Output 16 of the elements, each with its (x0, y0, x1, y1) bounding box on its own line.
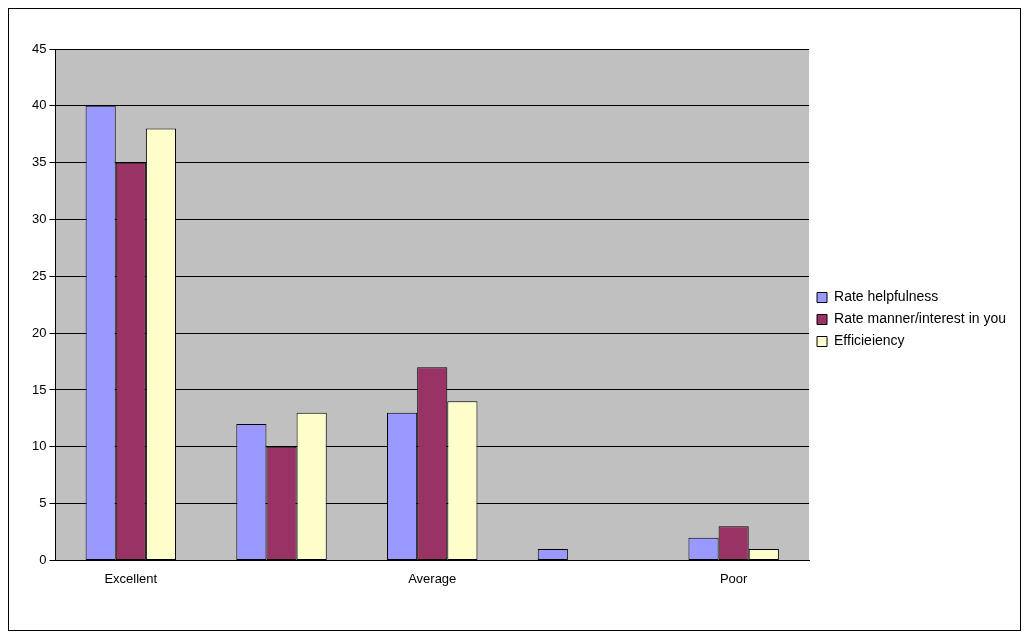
x-tick-label: Poor (719, 570, 749, 586)
y-tick-label: 30 (31, 211, 47, 227)
x-tick-label: Excellent (104, 570, 158, 586)
legend-label: Rate helpfulness (834, 288, 939, 305)
y-tick-label: 40 (31, 97, 47, 113)
x-tick-label: Average (408, 570, 457, 586)
y-tick-label: 10 (31, 438, 47, 454)
y-tick-label: 45 (31, 40, 47, 56)
legend-label: Efficieiency (834, 332, 905, 349)
y-tick-label: 15 (31, 381, 47, 397)
y-tick-label: 35 (31, 154, 47, 170)
y-tick-label: 20 (31, 324, 47, 340)
y-tick-label: 25 (31, 267, 47, 283)
legend-label: Rate manner/interest in you (834, 310, 1007, 327)
y-tick-label: 0 (39, 551, 47, 567)
y-tick-label: 5 (39, 495, 47, 511)
